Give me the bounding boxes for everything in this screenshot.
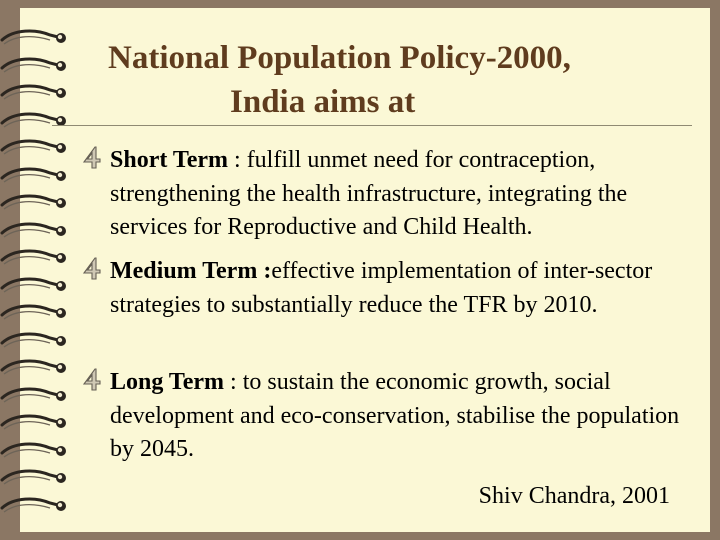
bullet-text: Long Term : to sustain the economic grow… (110, 366, 690, 467)
title-line-2: India aims at (230, 84, 416, 120)
bullet-separator: : (228, 147, 247, 173)
four-marker-icon (82, 146, 101, 169)
bullet-body: effective implementation of inter-sector… (110, 258, 653, 318)
spiral-ring (0, 222, 66, 237)
four-marker-icon (82, 368, 101, 391)
bullet-separator: : (224, 369, 243, 395)
spiral-ring (0, 387, 66, 402)
spiral-ring (0, 414, 66, 430)
spiral-ring (0, 497, 66, 512)
spiral-ring (0, 84, 66, 100)
spiral-ring (0, 277, 66, 292)
spiral-ring (0, 469, 66, 485)
spiral-ring (0, 359, 66, 375)
four-marker-icon (82, 257, 101, 280)
bullet-text: Short Term : fulfill unmet need for cont… (110, 144, 690, 245)
spiral-ring (0, 194, 66, 210)
title-underline (52, 125, 692, 126)
bullet-term: Short Term (110, 147, 229, 173)
bullet-text: Medium Term :effective implementation of… (110, 255, 690, 322)
spiral-ring (0, 112, 66, 127)
bullet-body: to sustain the economic growth, social d… (110, 369, 680, 462)
spiral-ring (0, 167, 66, 182)
spiral-ring (0, 139, 66, 155)
spiral-ring (0, 249, 66, 265)
title-line-1: National Population Policy-2000, (108, 40, 571, 76)
bullet-term: Medium Term : (110, 258, 272, 284)
spiral-ring (0, 332, 66, 347)
bullet-term: Long Term (110, 369, 225, 395)
signature: Shiv Chandra, 2001 (478, 483, 670, 509)
spiral-ring (0, 304, 66, 320)
notebook-page (20, 8, 710, 532)
spiral-ring (0, 29, 66, 45)
bullet-body: fulfill unmet need for contraception, st… (110, 147, 628, 240)
spiral-ring (0, 57, 66, 72)
spiral-ring (0, 442, 66, 457)
